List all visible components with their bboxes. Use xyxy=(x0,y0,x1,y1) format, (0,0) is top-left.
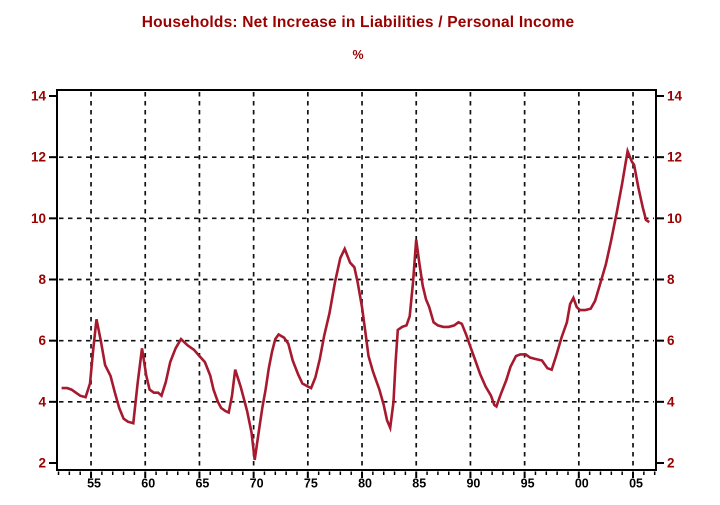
y-axis-labels-left: 2 4 6 8 10 12 14 xyxy=(31,89,47,471)
svg-text:6: 6 xyxy=(38,333,46,348)
svg-text:12: 12 xyxy=(31,150,46,165)
svg-text:10: 10 xyxy=(667,211,682,226)
svg-text:00: 00 xyxy=(575,477,589,491)
svg-text:75: 75 xyxy=(304,477,318,491)
svg-text:95: 95 xyxy=(521,477,535,491)
svg-text:80: 80 xyxy=(358,477,372,491)
svg-text:70: 70 xyxy=(250,477,264,491)
svg-text:8: 8 xyxy=(667,272,675,287)
y-axis-ticks xyxy=(49,95,664,464)
svg-text:10: 10 xyxy=(31,211,46,226)
svg-text:90: 90 xyxy=(466,477,480,491)
svg-text:85: 85 xyxy=(412,477,426,491)
data-line xyxy=(61,146,651,461)
svg-text:8: 8 xyxy=(38,272,46,287)
svg-text:4: 4 xyxy=(38,394,46,409)
svg-text:6: 6 xyxy=(667,333,675,348)
chart-title: Households: Net Increase in Liabilities … xyxy=(141,14,575,31)
x-gridlines xyxy=(90,92,634,468)
x-axis-ticks xyxy=(90,471,635,478)
svg-text:2: 2 xyxy=(667,456,675,471)
chart-unit-label: % xyxy=(352,48,364,62)
y-axis-labels-right: 2 4 6 8 10 12 14 xyxy=(667,89,683,471)
svg-text:60: 60 xyxy=(141,477,155,491)
svg-text:4: 4 xyxy=(667,394,675,409)
svg-text:12: 12 xyxy=(667,150,682,165)
svg-text:2: 2 xyxy=(38,456,46,471)
svg-text:14: 14 xyxy=(667,89,683,104)
x-minor-ticks xyxy=(57,471,656,475)
svg-text:05: 05 xyxy=(629,477,643,491)
x-axis-labels: 55 60 65 70 75 80 85 90 95 00 05 xyxy=(87,477,643,491)
svg-text:65: 65 xyxy=(195,477,209,491)
svg-text:14: 14 xyxy=(31,89,47,104)
svg-text:55: 55 xyxy=(87,477,101,491)
